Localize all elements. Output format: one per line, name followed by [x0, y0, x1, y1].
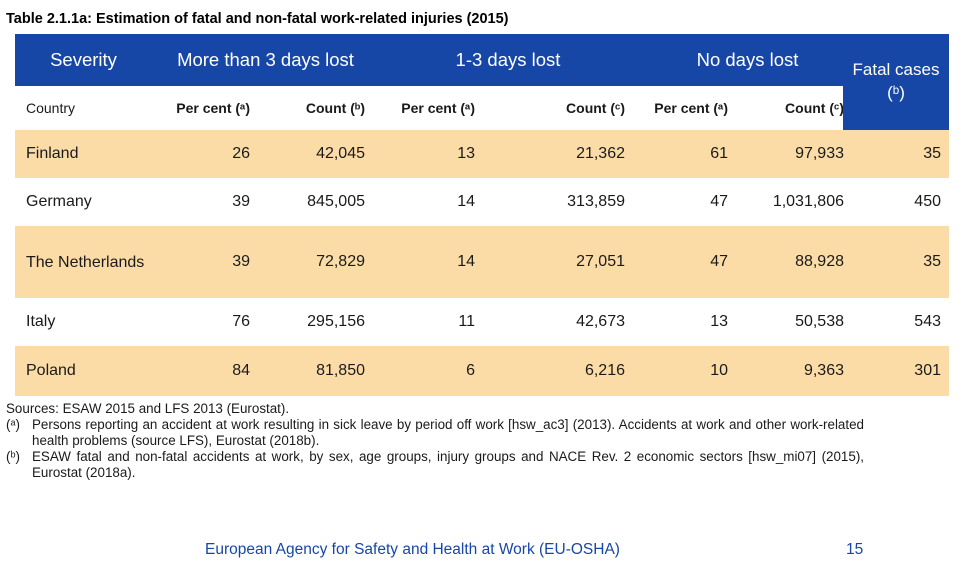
cell-percent: 10: [710, 362, 728, 379]
cell-count: 1,031,806: [772, 193, 844, 210]
header-1-3-days: 1-3 days lost: [455, 49, 561, 70]
row-country: Germany: [26, 193, 92, 210]
table-notes: Sources: ESAW 2015 and LFS 2013 (Eurosta…: [6, 401, 864, 481]
cell-count: 81,850: [316, 362, 365, 379]
row-country: Poland: [26, 362, 76, 379]
header-severity: Severity: [50, 49, 117, 70]
header-more-than-3-days: More than 3 days lost: [177, 49, 354, 70]
table-row: Poland 84 81,850 6 6,216 10 9,363 301: [15, 346, 949, 396]
header-no-days: No days lost: [696, 49, 799, 70]
sub-header-percent: Per cent (ᵃ): [654, 100, 728, 116]
row-country: The Netherlands: [26, 253, 145, 271]
cell-fatal: 450: [914, 193, 941, 210]
sub-header-count: Count (ᵇ): [305, 100, 365, 116]
sub-header-percent: Per cent (ᵃ): [401, 100, 475, 116]
cell-count: 295,156: [307, 313, 365, 330]
cell-fatal: 35: [923, 253, 941, 270]
table-row: The Netherlands 39 72,829 14 27,051 47 8…: [15, 226, 949, 298]
row-country: Finland: [26, 145, 79, 162]
cell-count: 6,216: [584, 362, 625, 379]
cell-percent: 84: [232, 362, 250, 379]
footnote-a-text: Persons reporting an accident at work re…: [32, 417, 864, 448]
footnote-a-mark: (ᵃ): [6, 417, 20, 432]
cell-percent: 26: [232, 145, 250, 162]
sub-header-count: Count (ᶜ): [566, 100, 625, 116]
cell-count: 97,933: [795, 145, 844, 162]
cell-count: 88,928: [795, 253, 844, 270]
sub-header-count: Count (ᶜ): [785, 100, 844, 116]
cell-count: 42,045: [316, 145, 365, 162]
footer-agency: European Agency for Safety and Health at…: [205, 541, 620, 558]
cell-percent: 76: [232, 313, 250, 330]
cell-percent: 39: [232, 253, 250, 270]
footnote-b: (ᵇ) ESAW fatal and non-fatal accidents a…: [6, 449, 864, 481]
footnote-b-mark: (ᵇ): [6, 449, 20, 464]
cell-percent: 14: [457, 193, 475, 210]
cell-fatal: 35: [923, 145, 941, 162]
sub-header-country: Country: [26, 100, 76, 116]
cell-count: 72,829: [316, 253, 365, 270]
cell-percent: 47: [710, 253, 728, 270]
sub-header-row: Country Per cent (ᵃ) Count (ᵇ) Per cent …: [15, 86, 949, 130]
cell-count: 9,363: [803, 362, 844, 379]
cell-percent: 13: [710, 313, 728, 330]
page-number: 15: [846, 541, 864, 558]
group-header-row: Severity More than 3 days lost 1-3 days …: [15, 34, 949, 86]
table-row: Italy 76 295,156 11 42,673 13 50,538 543: [15, 298, 949, 346]
cell-count: 50,538: [795, 313, 844, 330]
header-fatal-cases: Fatal cases (ᵇ): [843, 34, 949, 130]
cell-count: 42,673: [576, 313, 625, 330]
cell-percent: 39: [232, 193, 250, 210]
row-country: Italy: [26, 313, 56, 330]
cell-count: 21,362: [576, 145, 625, 162]
cell-count: 27,051: [576, 253, 625, 270]
footnote-a: (ᵃ) Persons reporting an accident at wor…: [6, 417, 864, 449]
cell-percent: 47: [710, 193, 728, 210]
cell-percent: 11: [458, 313, 475, 330]
table-title: Table 2.1.1a: Estimation of fatal and no…: [6, 11, 509, 27]
cell-count: 845,005: [307, 193, 365, 210]
sub-header-percent: Per cent (ᵃ): [176, 100, 250, 116]
table-row: Germany 39 845,005 14 313,859 47 1,031,8…: [15, 178, 949, 226]
footnote-b-text: ESAW fatal and non-fatal accidents at wo…: [32, 449, 864, 480]
cell-fatal: 543: [914, 313, 941, 330]
cell-percent: 6: [466, 362, 475, 379]
cell-percent: 14: [457, 253, 475, 270]
cell-fatal: 301: [914, 362, 941, 379]
sources-note: Sources: ESAW 2015 and LFS 2013 (Eurosta…: [6, 401, 290, 416]
table-row: Finland 26 42,045 13 21,362 61 97,933 35: [15, 130, 949, 178]
cell-percent: 61: [710, 145, 728, 162]
cell-percent: 13: [457, 145, 475, 162]
injury-table: Severity More than 3 days lost 1-3 days …: [15, 34, 949, 396]
cell-count: 313,859: [567, 193, 625, 210]
